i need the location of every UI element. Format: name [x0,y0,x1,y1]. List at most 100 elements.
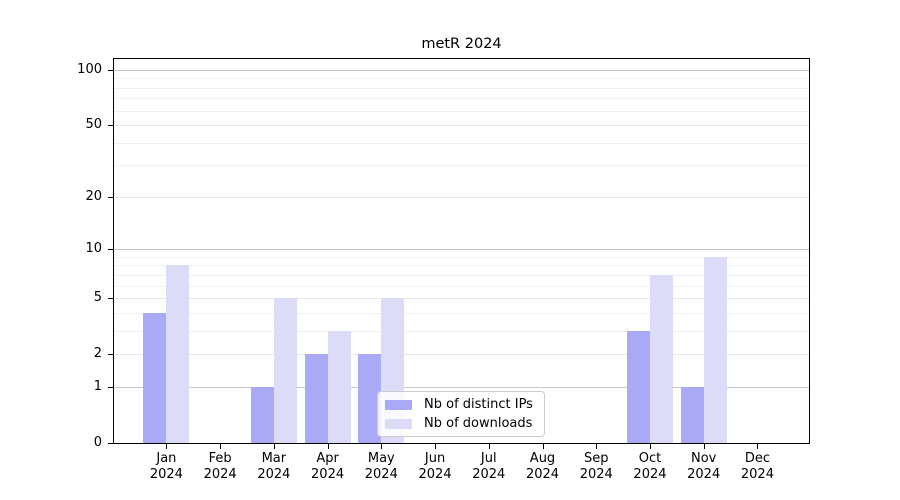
legend-swatch-downloads-icon [385,418,412,429]
year-label: 2024 [203,466,237,482]
bar-nov-downloads [703,256,727,443]
x-tick-label-jul: Jul 2024 [459,451,519,482]
month-label: Nov [691,451,717,466]
gridline [114,354,809,356]
y-tick-label: 50 [85,117,102,133]
year-label: 2024 [472,466,506,482]
legend-label-distinct-ips: Nb of distinct IPs [424,397,533,412]
year-label: 2024 [418,466,452,482]
y-axis-tick [108,298,113,300]
plot-area [113,58,810,444]
x-tick-label-feb: Feb 2024 [190,451,250,482]
gridline [114,87,809,89]
month-label: Jan [156,451,177,466]
gridline [114,298,809,300]
legend: Nb of distinct IPs Nb of downloads [377,391,545,437]
month-label: Oct [638,451,662,466]
x-tick-label-aug: Aug 2024 [513,451,573,482]
legend-swatch-distinct-ips-icon [385,399,412,410]
bar-jan-downloads [166,265,190,443]
year-label: 2024 [579,466,613,482]
gridline [114,98,809,100]
x-axis-tick [435,444,437,449]
bar-nov-distinct-ips [680,386,704,443]
y-tick-label: 100 [77,62,102,77]
x-tick-label-sep: Sep 2024 [566,451,626,482]
bar-mar-downloads [273,298,297,443]
y-tick-label: 20 [85,188,102,204]
legend-item-distinct-ips: Nb of distinct IPs [385,397,544,413]
year-label: 2024 [364,466,398,482]
bar-oct-downloads [649,274,673,443]
x-tick-label-mar: Mar 2024 [244,451,304,482]
gridline [114,330,809,332]
y-tick-label: 1 [93,378,102,394]
gridline [114,312,809,314]
month-label: Sep [583,451,609,466]
y-tick-label: 0 [93,435,102,450]
x-tick-label-jun: Jun 2024 [405,451,465,482]
x-axis-tick [220,444,222,449]
legend-item-downloads: Nb of downloads [385,416,544,432]
year-label: 2024 [740,466,774,482]
gridline [114,265,809,267]
y-axis-tick [108,249,113,251]
gridline [114,142,809,144]
y-axis-tick [108,443,113,444]
year-label: 2024 [687,466,721,482]
y-axis-tick [108,70,113,71]
gridline [114,256,809,258]
month-label: Mar [261,451,287,466]
gridline [114,249,809,251]
month-label: Feb [208,451,232,466]
x-tick-label-may: May 2024 [351,451,411,482]
gridline [114,70,809,71]
month-label: May [367,451,395,466]
x-axis-tick [596,444,598,449]
x-tick-label-jan: Jan 2024 [136,451,196,482]
x-axis-tick [703,444,705,449]
month-label: Jun [424,451,446,466]
gridline [114,125,809,127]
x-axis-tick [381,444,383,449]
x-tick-label-dec: Dec 2024 [727,451,787,482]
gridline [114,274,809,276]
x-tick-label-nov: Nov 2024 [674,451,734,482]
chart-title: metR 2024 [421,36,502,52]
year-label: 2024 [633,466,667,482]
gridline [114,110,809,112]
legend-label-downloads: Nb of downloads [424,416,533,431]
year-label: 2024 [525,466,560,482]
year-label: 2024 [257,466,291,482]
x-tick-label-oct: Oct 2024 [620,451,680,482]
gridline [114,78,809,80]
year-label: 2024 [311,466,345,482]
x-axis-tick [649,444,651,449]
year-label: 2024 [149,466,183,482]
bar-jan-distinct-ips [143,312,167,443]
x-axis-tick [757,444,759,449]
month-label: Dec [744,451,770,466]
x-axis-tick [166,444,168,449]
month-label: Aug [529,451,556,466]
x-axis-tick [327,444,329,449]
gridline [114,165,809,167]
x-tick-label-apr: Apr 2024 [298,451,358,482]
month-label: Jul [480,451,497,466]
month-label: Apr [316,451,339,466]
x-axis-tick [488,444,490,449]
y-tick-label: 2 [93,346,102,362]
bar-may-distinct-ips [358,354,382,443]
bar-apr-downloads [327,330,351,443]
bar-oct-distinct-ips [626,330,650,443]
y-axis-tick [108,125,113,127]
y-axis-tick [108,196,113,198]
y-axis-tick [108,386,113,388]
x-axis-tick [273,444,275,449]
y-tick-label: 5 [93,290,102,306]
gridline [114,386,809,388]
x-axis-tick [542,444,544,449]
bar-mar-distinct-ips [250,386,274,443]
gridline [114,196,809,198]
